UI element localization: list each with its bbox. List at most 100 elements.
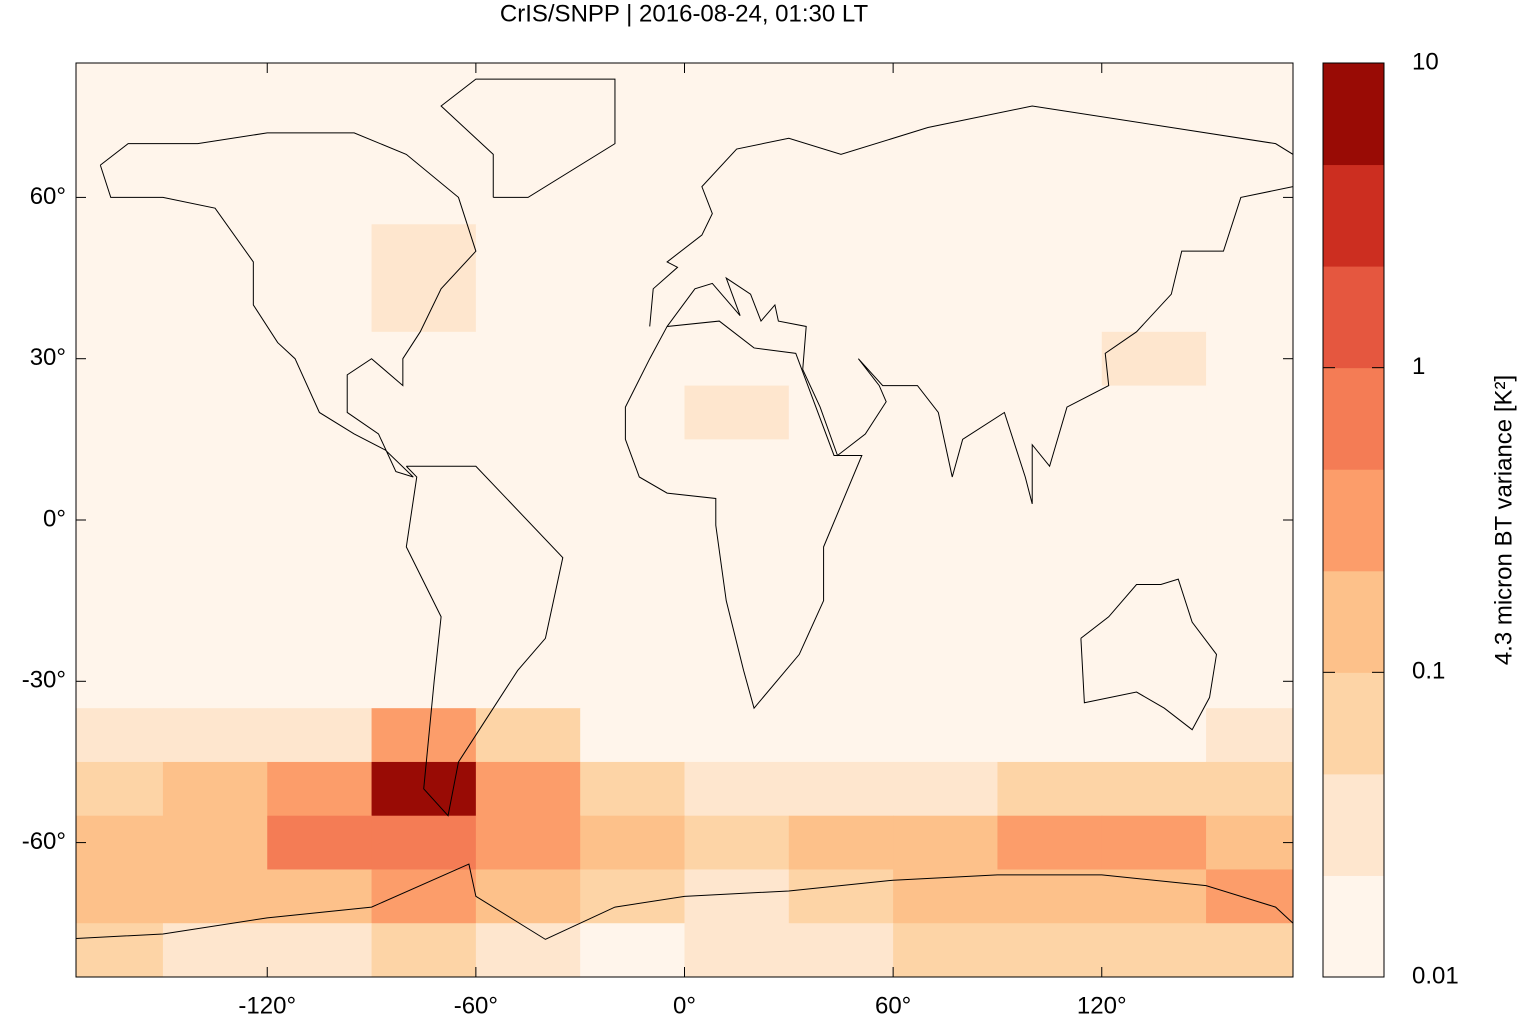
heat-cell bbox=[788, 815, 894, 870]
heat-cell bbox=[684, 546, 790, 602]
heat-cell bbox=[580, 654, 685, 709]
heat-cell bbox=[76, 224, 164, 279]
heat-cell bbox=[267, 170, 373, 225]
heat-cell bbox=[788, 654, 894, 709]
heat-cell bbox=[684, 600, 790, 655]
heat-cell bbox=[684, 439, 790, 494]
heat-cell bbox=[162, 546, 268, 602]
heat-cell bbox=[1206, 600, 1293, 655]
heat-cell bbox=[267, 654, 373, 709]
heat-cell bbox=[893, 116, 998, 172]
heat-cell bbox=[162, 385, 268, 440]
heat-cell bbox=[76, 493, 164, 548]
heat-cell bbox=[1101, 600, 1207, 655]
heat-cell bbox=[580, 600, 685, 655]
coastline bbox=[649, 105, 1293, 504]
heat-cell bbox=[76, 923, 164, 977]
heat-cell bbox=[76, 600, 164, 655]
heat-cell bbox=[475, 493, 581, 548]
heat-cell bbox=[1206, 439, 1293, 494]
heat-cell bbox=[788, 278, 894, 333]
colorbar-tick-label: 0.1 bbox=[1412, 658, 1445, 685]
heat-cell bbox=[76, 331, 164, 387]
heat-cell bbox=[788, 116, 894, 172]
heat-cell bbox=[267, 708, 373, 763]
heat-cell bbox=[997, 170, 1103, 225]
heat-cell bbox=[893, 278, 998, 333]
heat-cell bbox=[371, 815, 477, 870]
heat-cell bbox=[1101, 116, 1207, 172]
colorbar-frame bbox=[1322, 62, 1385, 978]
heat-cell bbox=[475, 761, 581, 817]
heat-cell bbox=[475, 815, 581, 870]
heat-cell bbox=[162, 815, 268, 870]
heat-cell bbox=[475, 224, 581, 279]
heat-cell bbox=[997, 116, 1103, 172]
heat-cell bbox=[371, 869, 477, 924]
heat-cell bbox=[580, 923, 685, 977]
heat-cell bbox=[684, 708, 790, 763]
heat-cell bbox=[580, 546, 685, 602]
heat-cell bbox=[893, 170, 998, 225]
heat-field bbox=[76, 63, 1293, 977]
heat-cell bbox=[475, 654, 581, 709]
coastlines bbox=[76, 78, 1293, 940]
colorbar-tick-label: 1 bbox=[1412, 353, 1425, 380]
colorbar-tick-label: 0.01 bbox=[1412, 962, 1459, 989]
colorbar-band bbox=[1323, 469, 1384, 572]
heat-cell bbox=[788, 923, 894, 977]
heat-cell bbox=[1101, 546, 1207, 602]
heat-cell bbox=[997, 385, 1103, 440]
heat-cell bbox=[684, 385, 790, 440]
heat-cell bbox=[893, 869, 998, 924]
chart-title: CrIS/SNPP | 2016-08-24, 01:30 LT bbox=[500, 0, 869, 27]
heat-cell bbox=[162, 654, 268, 709]
heat-cell bbox=[684, 654, 790, 709]
heat-cell bbox=[788, 385, 894, 440]
colorbar: 0.01 0.1 1 10 bbox=[1323, 48, 1459, 989]
heat-cell bbox=[997, 546, 1103, 602]
heat-cell bbox=[997, 923, 1103, 977]
heat-cell bbox=[475, 923, 581, 977]
heat-cell bbox=[1206, 761, 1293, 817]
heat-cell bbox=[580, 708, 685, 763]
heat-cell bbox=[267, 815, 373, 870]
heat-cell bbox=[684, 170, 790, 225]
heat-cell bbox=[76, 546, 164, 602]
heat-cell bbox=[76, 385, 164, 440]
heat-cell bbox=[1206, 278, 1293, 333]
coastline bbox=[99, 132, 477, 478]
colorbar-band bbox=[1323, 570, 1384, 673]
heat-cell bbox=[893, 654, 998, 709]
heat-cell bbox=[475, 63, 581, 118]
heat-cell bbox=[893, 331, 998, 387]
heat-cell bbox=[893, 493, 998, 548]
y-tick-label: -30° bbox=[22, 667, 66, 694]
heat-cell bbox=[1206, 170, 1293, 225]
y-tick-label: 30° bbox=[30, 344, 66, 371]
heat-cell bbox=[997, 331, 1103, 387]
heat-cell bbox=[1101, 63, 1207, 118]
heat-cell bbox=[788, 546, 894, 602]
heat-cell bbox=[267, 493, 373, 548]
heat-cell bbox=[475, 331, 581, 387]
colorbar-band bbox=[1323, 875, 1384, 978]
x-tick-label: -60° bbox=[454, 992, 498, 1019]
heat-cell bbox=[267, 869, 373, 924]
heat-cell bbox=[1206, 63, 1293, 118]
heat-cell bbox=[162, 278, 268, 333]
heat-cell bbox=[997, 815, 1103, 870]
heat-cell bbox=[997, 63, 1103, 118]
coastline bbox=[440, 78, 616, 198]
heat-cell bbox=[76, 63, 164, 118]
heat-cell bbox=[371, 116, 477, 172]
heat-cell bbox=[1101, 170, 1207, 225]
heat-cell bbox=[475, 600, 581, 655]
heat-cell bbox=[475, 439, 581, 494]
heat-cell bbox=[893, 385, 998, 440]
heat-cell bbox=[997, 278, 1103, 333]
heat-cell bbox=[1206, 869, 1293, 924]
heat-cell bbox=[893, 546, 998, 602]
heat-cell bbox=[893, 815, 998, 870]
heat-cell bbox=[76, 708, 164, 763]
